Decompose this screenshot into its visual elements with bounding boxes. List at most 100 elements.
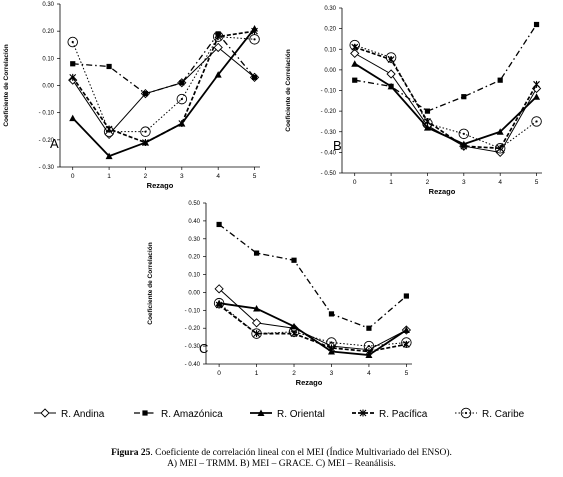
panel-a-series-andina: [68, 42, 260, 140]
panel-c-point-amazonica-4-shape: [366, 325, 372, 331]
panel-b-point-oriental-0-shape: [351, 60, 359, 67]
panel-c-point-caribe-5-dot: [405, 341, 408, 344]
panel-a-point-amazonica-5: [251, 74, 258, 80]
panel-a-point-pacifica-0-shape: [69, 73, 77, 81]
panel-a-point-amazonica-2: [142, 91, 149, 97]
panel-b-xtick-label-2: 2: [426, 179, 430, 186]
panel-a-ylabel: Coeficiente de Correlación: [3, 44, 10, 126]
panel-a-point-pacifica-2-shape: [142, 139, 149, 147]
panel-b-point-caribe-2-ring: [422, 118, 433, 129]
panel-a-line-andina: [72, 46, 255, 135]
panel-b-series-caribe: [349, 39, 542, 154]
panel-b-point-caribe-3-dot: [462, 132, 465, 135]
panel-b-point-amazonica-4-shape: [497, 77, 503, 83]
panel-b-point-oriental-1-shape: [387, 82, 395, 90]
panel-b-ytick-label-8: - 0.50: [321, 171, 337, 177]
panel-a-point-caribe-3-dot: [180, 97, 183, 101]
panel-c-point-amazonica-1: [253, 250, 260, 256]
panel-a-ytick-label-6: - 0.30: [39, 165, 55, 171]
panel-a-point-caribe-1-ring: [103, 126, 115, 137]
panel-c-point-oriental-2: [290, 322, 298, 330]
panel-c-point-caribe-5-ring: [401, 337, 412, 348]
panel-c-point-caribe-4-dot: [367, 345, 371, 348]
panel-a-point-caribe-2-dot: [144, 130, 147, 133]
panel-a-point-pacifica-3: [178, 120, 186, 128]
legend-marker-oriental-shape: [257, 409, 265, 416]
panel-b-xtick-label-4: 4: [498, 179, 502, 186]
panel-a-xtick-label-5: 5: [253, 173, 257, 180]
panel-b-point-caribe-5-ring: [531, 116, 542, 127]
panel-a-point-amazonica-3-shape: [179, 80, 185, 86]
panel-c-point-andina-0-shape: [214, 284, 224, 294]
panel-c-point-amazonica-3: [328, 311, 335, 317]
panel-b-point-pacifica-5-shape: [533, 80, 540, 88]
panel-c-point-caribe-5: [401, 337, 412, 348]
panel-c-point-andina-0: [214, 284, 224, 294]
panel-b-point-caribe-1-ring: [385, 52, 397, 63]
panel-a-point-caribe-5-dot: [253, 38, 256, 41]
panel-b-series-andina: [350, 48, 542, 158]
panel-b-point-amazonica-3-shape: [461, 94, 467, 100]
panel-a-point-caribe-3-ring: [176, 93, 188, 105]
panel-a-point-amazonica-1: [106, 63, 112, 70]
panel-b-xtick-label-3: 3: [462, 179, 466, 186]
panel-b: 0.30 0.20 0.10 0.00 - 0.10 - 0.20 - 0.30 - 0.40…: [285, 6, 542, 196]
panel-b-point-caribe-0-dot: [353, 44, 356, 47]
panel-a-point-oriental-1-shape: [105, 152, 113, 160]
legend-marker-caribe: [460, 407, 472, 419]
panel-b-xtick-label-5: 5: [535, 179, 539, 186]
panel-a-point-caribe-5: [249, 34, 260, 45]
panel-b-ylabel: Coeficiente de Correlación: [285, 49, 292, 131]
panel-c-point-amazonica-4: [366, 325, 372, 331]
legend-marker-oriental: [257, 409, 265, 416]
panel-a-point-caribe-0: [67, 36, 78, 48]
legend-label-amazonica: R. Amazónica: [161, 409, 223, 420]
panel-a-point-andina-4: [213, 42, 223, 53]
panel-c-line-pacifica: [218, 304, 407, 353]
panel-b-point-oriental-1: [387, 82, 395, 90]
panel-c-xtick-label-0: 0: [217, 370, 221, 377]
panel-b-point-caribe-3-ring: [458, 128, 470, 140]
panel-a-point-amazonica-1-shape: [106, 63, 112, 70]
panel-b-ytick-label-4: - 0.10: [321, 89, 337, 95]
panel-c-xtick-label-5: 5: [405, 370, 409, 377]
panel-b-point-caribe-2-dot: [426, 122, 429, 125]
panel-c-series-amazonica: [216, 221, 409, 331]
panel-c-line-caribe: [218, 302, 407, 347]
panel-c-point-amazonica-0: [216, 221, 222, 228]
legend-label-caribe: R. Caribe: [482, 409, 525, 420]
panel-c-point-caribe-2: [288, 326, 300, 338]
panel-a-point-oriental-4: [214, 71, 222, 78]
panel-b-line-caribe: [354, 44, 537, 149]
panel-b-point-caribe-2: [422, 118, 433, 129]
panel-c-series-pacifica: [215, 301, 410, 355]
panel-b-point-caribe-4-ring: [494, 142, 506, 154]
panel-b-point-caribe-1-dot: [389, 56, 393, 59]
panel-b-ytick-label-6: - 0.30: [321, 130, 337, 136]
legend-item-amazonica: R. Amazónica: [134, 409, 223, 420]
legend: R. Andina R. Amazónica R. Oriental R. Pacíf…: [34, 407, 525, 420]
panel-b-line-oriental: [354, 62, 538, 146]
panel-c-point-caribe-3-ring: [326, 337, 337, 348]
panel-b-point-amazonica-0-shape: [352, 77, 358, 83]
panel-b-point-caribe-4: [494, 142, 506, 154]
panel-c-point-oriental-2-shape: [290, 322, 298, 330]
panel-b-xtick-label-1: 1: [389, 179, 393, 186]
panel-c-point-amazonica-2-shape: [291, 257, 297, 263]
panel-c-point-caribe-4: [363, 340, 375, 352]
panel-c-xtick-label-3: 3: [330, 370, 334, 377]
panel-c-point-caribe-0-dot: [218, 302, 221, 305]
panel-c-label: C: [199, 341, 208, 356]
panel-a-line-pacifica: [72, 30, 255, 144]
panel-c-point-andina-1: [251, 318, 262, 328]
panel-c-xtick-label-1: 1: [255, 370, 259, 377]
legend-marker-caribe-dot: [464, 411, 468, 415]
panel-c-ytick-label-2: 0.30: [188, 237, 200, 243]
panel-b-point-oriental-2: [423, 124, 431, 131]
panel-c-ytick-label-5: 0.00: [188, 290, 200, 296]
panel-a-point-pacifica-5: [251, 27, 258, 35]
panel-b-point-andina-1: [386, 69, 396, 79]
panel-c-point-oriental-5: [402, 326, 410, 334]
panel-c-ylabel: Coeficiente de Correlación: [147, 242, 154, 324]
caption-line2: A) MEI – TRMM. B) MEI – GRACE. C) MEI – …: [167, 459, 396, 469]
